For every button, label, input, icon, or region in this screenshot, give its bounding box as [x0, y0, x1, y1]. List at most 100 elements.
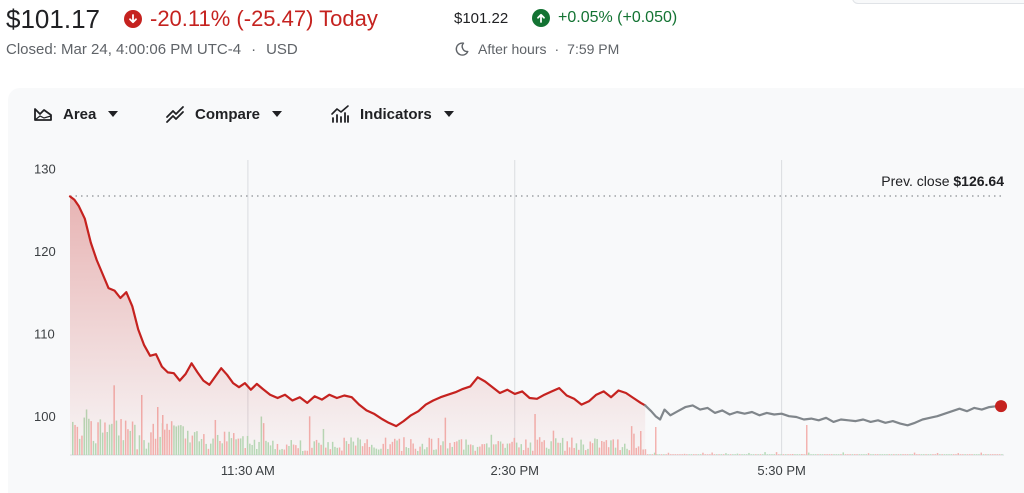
regular-session-line	[68, 195, 647, 428]
volume-bar	[709, 454, 711, 455]
after-hours-label: After hours	[478, 41, 547, 57]
volume-bar	[782, 454, 785, 455]
volume-bar	[734, 454, 736, 455]
volume-bar	[962, 454, 964, 455]
volume-bar	[828, 454, 831, 455]
volume-bar	[752, 454, 755, 455]
price-chart[interactable]: 11:30 AM 2:30 PM 5:30 PM 100 110 120 130 Prev. …	[0, 140, 1024, 493]
compare-icon	[166, 106, 184, 123]
volume-bar	[775, 452, 778, 455]
volume-bar	[854, 454, 856, 455]
volume-bar	[847, 454, 849, 455]
indicators-button[interactable]: Indicators	[330, 99, 454, 129]
compare-button[interactable]: Compare	[165, 99, 283, 129]
volume-bar	[929, 454, 932, 455]
volume-bar	[863, 454, 865, 455]
volume-bar	[819, 454, 821, 455]
volume-bar	[745, 454, 748, 455]
volume-bar	[1001, 454, 1003, 455]
prev-close-label: Prev. close $126.64	[881, 173, 1004, 189]
area-chart-icon	[34, 108, 52, 121]
volume-bar	[936, 452, 939, 455]
indicators-icon	[331, 105, 349, 123]
area-button[interactable]: Area	[33, 99, 119, 129]
volume-bar	[989, 454, 992, 455]
volume-bar	[693, 454, 695, 455]
moon-icon	[455, 42, 469, 56]
volume-bar	[762, 454, 764, 455]
volume-bar	[658, 454, 660, 455]
volume-bar	[798, 454, 801, 455]
volume-bar	[697, 454, 700, 455]
volume-bar	[916, 454, 918, 455]
volume-bar	[665, 454, 667, 455]
volume-bar	[923, 454, 925, 455]
volume-bar	[932, 454, 934, 455]
volume-bar	[716, 454, 718, 455]
day-change-text: -20.11% (-25.47) Today	[150, 6, 378, 31]
volume-bar	[837, 454, 840, 455]
volume-bar	[651, 454, 654, 455]
volume-bar	[801, 453, 803, 455]
volume-bar	[808, 452, 810, 455]
volume-bar	[821, 454, 824, 455]
after-hours-change-text: +0.05% (+0.050)	[558, 9, 678, 26]
volume-bar	[886, 454, 888, 455]
volume-bar	[865, 454, 867, 455]
close-info: Closed: Mar 24, 4:00:06 PM UTC-4 · USD	[6, 41, 298, 58]
volume-bar	[732, 454, 734, 455]
volume-bar	[766, 454, 769, 455]
volume-bar	[759, 454, 762, 455]
volume-bar	[946, 454, 948, 455]
volume-bar	[814, 454, 817, 455]
volume-bar	[950, 454, 953, 455]
volume-bar	[796, 454, 798, 455]
arrow-up-circle-icon	[532, 9, 550, 27]
y-tick-label: 130	[34, 161, 56, 176]
volume-bar	[824, 454, 826, 455]
volume-bar	[987, 454, 989, 455]
volume-bar	[858, 454, 861, 455]
volume-bar	[729, 454, 732, 455]
volume-bar	[879, 454, 881, 455]
volume-bar	[874, 454, 877, 455]
volume-bar	[893, 454, 895, 455]
volume-bar	[959, 454, 962, 455]
volume-bar	[978, 454, 980, 455]
closed-separator: ·	[251, 41, 257, 58]
volume-bar	[964, 454, 966, 455]
x-tick-label: 5:30 PM	[757, 463, 805, 478]
volume-bar	[895, 454, 897, 455]
volume-bar	[913, 452, 916, 455]
volume-bar	[794, 454, 796, 455]
volume-bar	[670, 454, 672, 455]
volume-bar	[789, 454, 792, 455]
volume-bar	[957, 453, 959, 455]
volume-bar	[881, 454, 884, 455]
volume-bar	[948, 454, 950, 455]
after-hours-info: After hours · 7:59 PM	[454, 41, 619, 57]
currency: USD	[266, 41, 298, 58]
volume-bar	[750, 454, 752, 455]
volume-bar	[900, 454, 902, 455]
indicators-label: Indicators	[360, 105, 432, 123]
volume-bar	[736, 453, 739, 455]
volume-bar	[980, 452, 982, 455]
last-price-dot	[995, 400, 1008, 413]
volume-bar	[826, 454, 828, 455]
volume-bar	[872, 454, 874, 455]
volume-bar	[897, 454, 900, 455]
volume-bar	[757, 454, 759, 455]
volume-bar	[856, 454, 858, 455]
volume-bar	[725, 453, 727, 455]
volume-bar	[656, 454, 658, 455]
volume-bar	[773, 454, 775, 455]
volume-bar	[902, 454, 904, 455]
volume-bar	[683, 453, 686, 455]
volume-bar	[778, 454, 780, 455]
volume-bar	[840, 454, 842, 455]
volume-bar	[860, 454, 863, 455]
y-tick-label: 110	[34, 327, 55, 342]
volume-bar	[718, 454, 720, 455]
volume-bar	[679, 454, 681, 455]
